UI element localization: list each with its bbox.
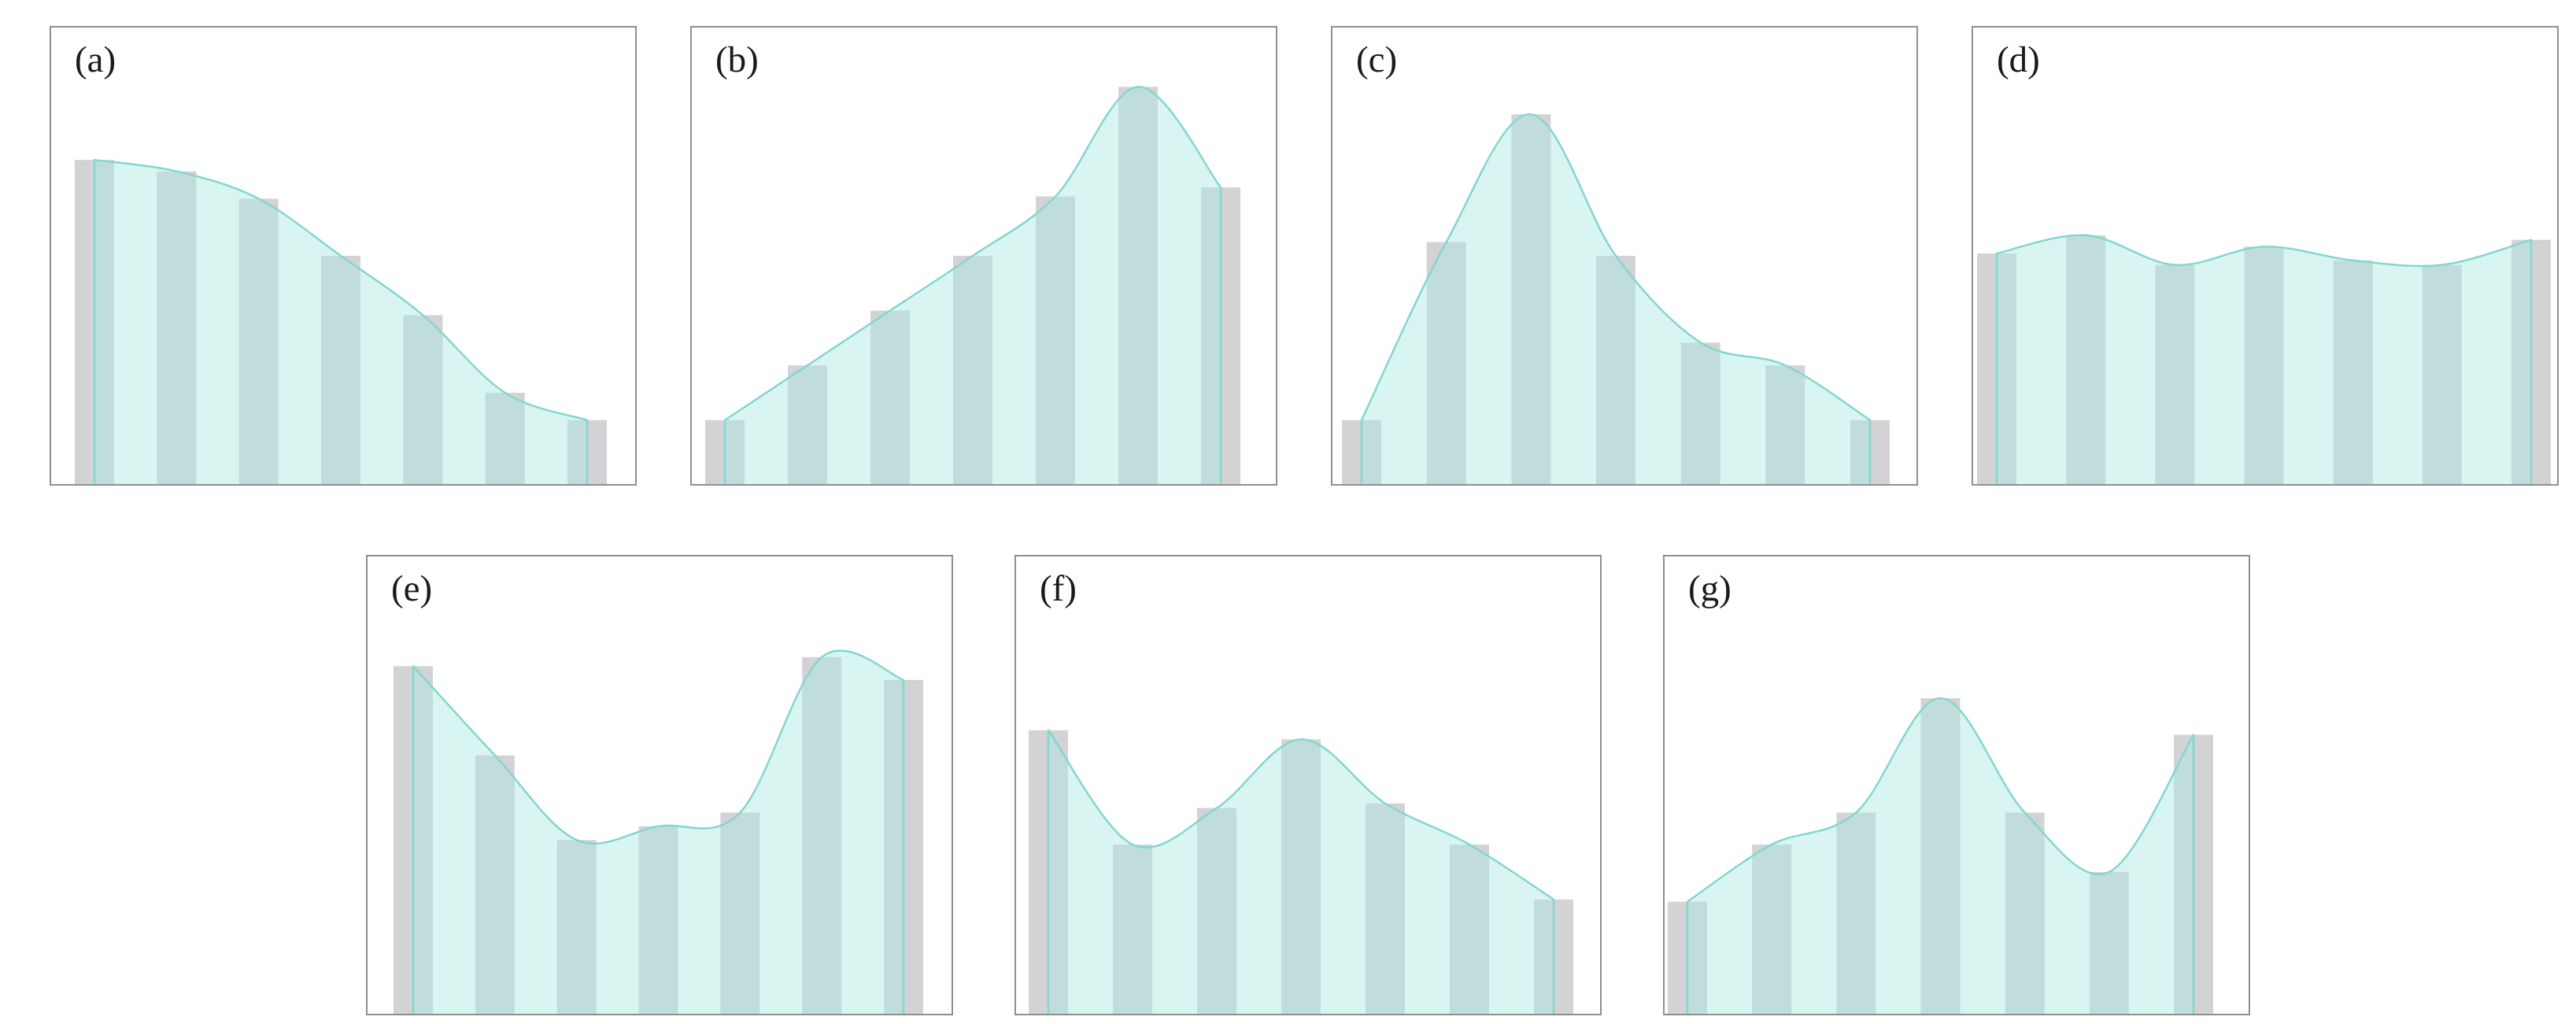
panel-e: (e) [366, 555, 953, 1015]
panel-label: (c) [1356, 39, 1398, 80]
histogram-bar [2089, 871, 2129, 1014]
histogram-bar [1680, 342, 1720, 484]
chart-d [1977, 234, 2551, 484]
panel-f: (f) [1015, 555, 1602, 1015]
density-curve [1995, 234, 2533, 484]
histogram-bar [238, 198, 279, 484]
histogram-bar [1118, 87, 1158, 484]
density-curve [1047, 729, 1555, 1014]
panel-label: (a) [75, 39, 116, 80]
histogram-bar [802, 656, 842, 1014]
panel-label: (g) [1688, 568, 1732, 609]
histogram-bar [870, 310, 910, 484]
histogram-bar [556, 840, 597, 1014]
panel-b: (b) [690, 26, 1277, 486]
chart-e [394, 649, 923, 1014]
histogram-bar [1197, 808, 1236, 1014]
chart-f [1029, 729, 1573, 1014]
histogram-bar [1920, 698, 1961, 1014]
histogram-bar [1366, 803, 1405, 1014]
panel-c: (c) [1331, 26, 1918, 486]
panel-g: (g) [1663, 555, 2250, 1015]
panel-label: (f) [1040, 568, 1077, 609]
panel-a: (a) [50, 26, 637, 486]
density-area [1048, 730, 1554, 1014]
histogram-bar [1426, 242, 1466, 484]
histogram-bar [2422, 264, 2462, 484]
panel-d: (d) [1972, 26, 2559, 486]
histogram-bar [485, 393, 525, 484]
histogram-bar [1765, 365, 1805, 484]
density-curve [412, 649, 905, 1014]
histogram-bar [321, 256, 360, 484]
chart-b [705, 86, 1240, 484]
histogram-bar [953, 256, 992, 484]
histogram-bar [1450, 845, 1489, 1014]
histogram-bar [1596, 256, 1635, 484]
histogram-bar [1113, 845, 1152, 1014]
density-curve [1686, 697, 2195, 1014]
histogram-bar [1281, 739, 1321, 1014]
chart-c [1342, 113, 1890, 484]
histogram-bar [720, 812, 760, 1014]
histogram-bar [403, 315, 443, 484]
histogram-bar [1752, 845, 1792, 1014]
density-area [1997, 235, 2531, 484]
histogram-bar [2005, 812, 2045, 1014]
histogram-bar [788, 365, 827, 484]
histogram-bar [157, 171, 197, 484]
panel-label: (b) [715, 39, 759, 80]
density-area [1362, 114, 1870, 484]
density-area [94, 160, 587, 484]
density-curve [93, 158, 589, 484]
histogram-bar [638, 826, 678, 1014]
chart-a [75, 158, 607, 484]
histogram-bar [2066, 235, 2106, 484]
density-area [413, 650, 904, 1014]
density-curve [1360, 113, 1872, 484]
density-area [1687, 698, 2193, 1014]
histogram-bar [2244, 246, 2284, 484]
panel-label: (d) [1997, 39, 2040, 80]
density-area [725, 87, 1221, 484]
chart-g [1668, 697, 2213, 1014]
histogram-bar [475, 755, 515, 1014]
histogram-bar [1836, 812, 1876, 1014]
histogram-bar [1511, 114, 1551, 484]
histogram-bar [2155, 264, 2195, 484]
histogram-bar [2333, 260, 2373, 484]
panel-label: (e) [391, 568, 433, 609]
histogram-bar [1036, 196, 1075, 484]
density-curve [723, 86, 1222, 484]
